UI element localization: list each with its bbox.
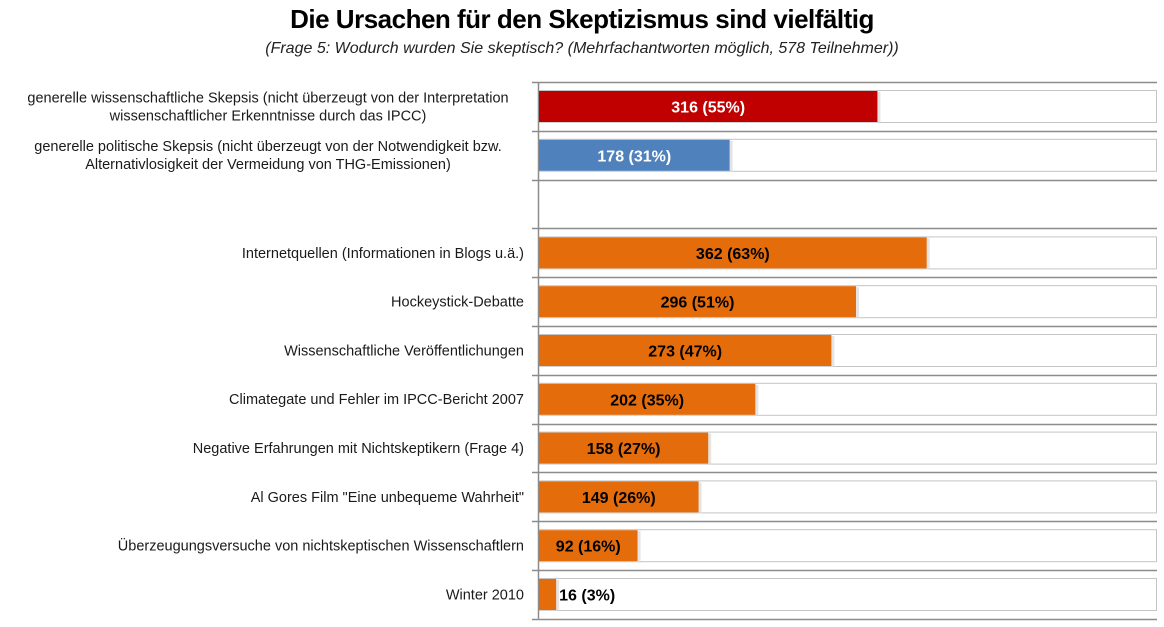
category-label: Überzeugungsversuche von nichtskeptische… (118, 537, 524, 555)
bar (539, 335, 832, 366)
data-label: 178 (31%) (597, 148, 671, 165)
data-label: 149 (26%) (582, 490, 656, 507)
bar-track (539, 529, 1157, 563)
category-label: generelle wissenschaftliche Skepsis (nic… (27, 90, 508, 106)
data-label: 296 (51%) (661, 295, 735, 312)
bar (539, 139, 730, 171)
category-label: Winter 2010 (446, 587, 524, 603)
chart-subtitle: (Frage 5: Wodurch wurden Sie skeptisch? … (265, 40, 899, 57)
bar-track (539, 578, 1157, 611)
bar (539, 432, 709, 464)
data-label: 16 (3%) (559, 588, 615, 605)
category-label: Al Gores Film "Eine unbequeme Wahrheit" (251, 490, 524, 506)
category-label: Internetquellen (Informationen in Blogs … (242, 246, 524, 262)
bar (539, 481, 699, 513)
bar (539, 91, 878, 122)
bar (539, 383, 756, 415)
chart-title: Die Ursachen für den Skeptizismus sind v… (290, 4, 874, 34)
category-label: Wissenschaftliche Veröffentlichungen (284, 343, 524, 359)
bar (539, 286, 856, 318)
bar (539, 579, 557, 610)
category-label: Hockeystick-Debatte (391, 295, 524, 311)
bar (539, 237, 927, 269)
data-label: 273 (47%) (648, 344, 722, 361)
category-label: Negative Erfahrungen mit Nichtskeptikern… (193, 441, 524, 457)
bar (539, 530, 638, 562)
data-label: 92 (16%) (556, 539, 621, 556)
data-label: 202 (35%) (610, 392, 684, 409)
data-label: 362 (63%) (696, 246, 770, 263)
category-label: Climategate und Fehler im IPCC-Bericht 2… (229, 392, 524, 408)
category-label: Alternativlosigkeit der Vermeidung von T… (85, 157, 451, 173)
data-label: 158 (27%) (587, 441, 661, 458)
category-label: wissenschaftlicher Erkenntnisse durch da… (109, 108, 427, 124)
category-label: generelle politische Skepsis (nicht über… (34, 139, 501, 155)
data-label: 316 (55%) (671, 100, 745, 117)
